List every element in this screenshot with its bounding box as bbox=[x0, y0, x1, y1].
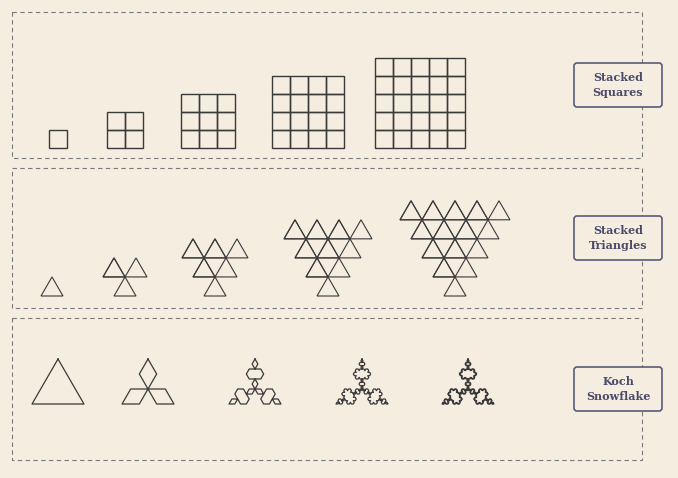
Bar bbox=[217, 94, 235, 112]
Bar bbox=[411, 130, 429, 148]
Bar bbox=[326, 112, 344, 130]
Bar bbox=[393, 130, 411, 148]
Bar bbox=[326, 94, 344, 112]
Bar bbox=[125, 112, 143, 130]
Text: Stacked
Squares: Stacked Squares bbox=[593, 72, 643, 98]
Bar bbox=[49, 130, 67, 148]
Bar bbox=[290, 94, 308, 112]
Bar bbox=[326, 130, 344, 148]
Bar bbox=[107, 112, 125, 130]
Bar bbox=[272, 94, 290, 112]
Bar bbox=[411, 94, 429, 112]
Bar bbox=[411, 58, 429, 76]
Bar bbox=[308, 94, 326, 112]
Bar bbox=[290, 130, 308, 148]
Bar bbox=[199, 130, 217, 148]
Bar bbox=[447, 130, 465, 148]
Bar bbox=[375, 130, 393, 148]
Bar bbox=[308, 76, 326, 94]
Bar bbox=[199, 94, 217, 112]
Bar bbox=[447, 112, 465, 130]
Bar bbox=[125, 130, 143, 148]
Bar bbox=[181, 94, 199, 112]
Bar bbox=[308, 130, 326, 148]
Bar bbox=[217, 130, 235, 148]
Bar bbox=[411, 112, 429, 130]
Bar bbox=[217, 112, 235, 130]
Bar bbox=[429, 130, 447, 148]
Bar bbox=[181, 130, 199, 148]
Bar bbox=[272, 112, 290, 130]
Text: Koch
Snowflake: Koch Snowflake bbox=[586, 376, 650, 402]
Bar bbox=[199, 112, 217, 130]
Bar bbox=[272, 76, 290, 94]
Bar bbox=[447, 58, 465, 76]
Bar bbox=[429, 76, 447, 94]
FancyBboxPatch shape bbox=[574, 367, 662, 411]
FancyBboxPatch shape bbox=[574, 63, 662, 107]
Bar bbox=[272, 130, 290, 148]
Bar bbox=[375, 112, 393, 130]
Bar bbox=[326, 76, 344, 94]
Text: Stacked
Triangles: Stacked Triangles bbox=[589, 225, 647, 251]
Bar bbox=[375, 76, 393, 94]
Bar bbox=[181, 112, 199, 130]
Bar bbox=[375, 94, 393, 112]
Bar bbox=[429, 112, 447, 130]
Bar bbox=[375, 58, 393, 76]
Bar bbox=[411, 76, 429, 94]
Bar bbox=[308, 112, 326, 130]
Bar bbox=[290, 76, 308, 94]
Bar bbox=[393, 76, 411, 94]
FancyBboxPatch shape bbox=[574, 216, 662, 260]
Bar bbox=[393, 94, 411, 112]
Bar bbox=[447, 76, 465, 94]
Bar bbox=[447, 94, 465, 112]
Bar bbox=[393, 58, 411, 76]
Bar bbox=[429, 94, 447, 112]
Bar bbox=[429, 58, 447, 76]
Bar bbox=[290, 112, 308, 130]
Bar bbox=[393, 112, 411, 130]
Bar bbox=[107, 130, 125, 148]
